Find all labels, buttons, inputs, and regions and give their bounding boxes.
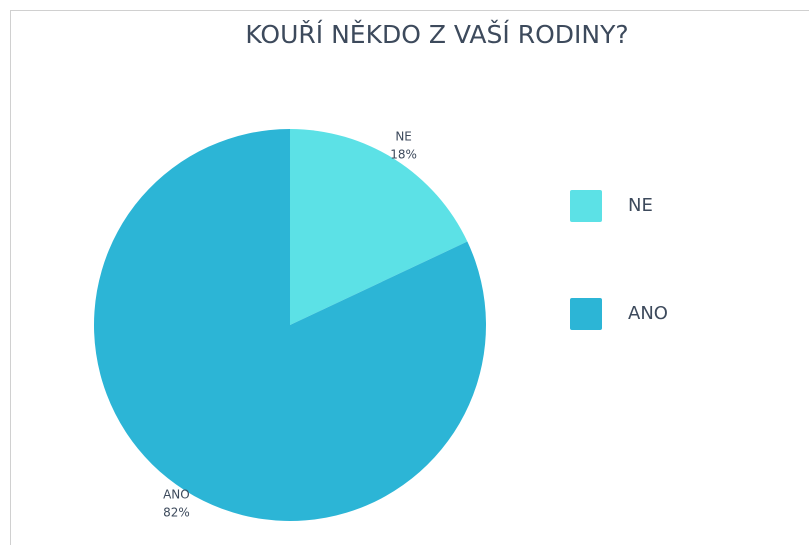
legend-label: NE (628, 195, 653, 216)
slice-label: ANO (163, 487, 190, 501)
chart-title: KOUŘÍ NĚKDO Z VAŠÍ RODINY? (245, 19, 628, 49)
slice-value: 18% (390, 148, 417, 162)
legend-label: ANO (628, 303, 668, 324)
legend-swatch (570, 190, 602, 222)
legend-swatch (570, 298, 602, 330)
slice-label: NE (395, 130, 412, 144)
slice-value: 82% (163, 505, 190, 519)
